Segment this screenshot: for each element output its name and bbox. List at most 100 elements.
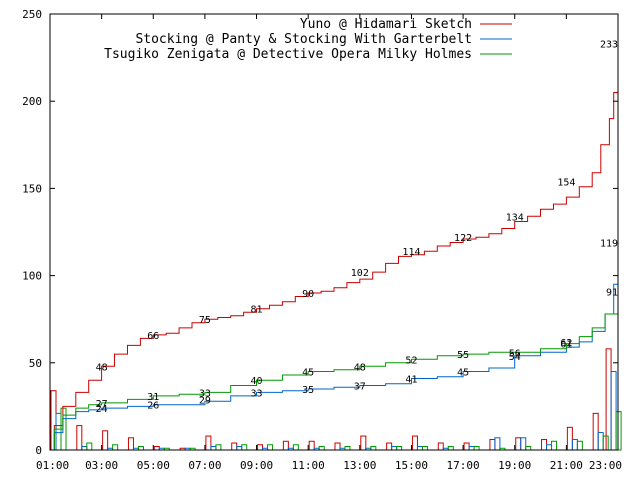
data-label: 102 xyxy=(351,268,369,279)
hourly-bar xyxy=(231,442,238,451)
hourly-bar xyxy=(210,446,217,451)
legend-entry-label: Tsugiko Zenigata @ Detective Opera Milky… xyxy=(104,47,472,62)
series-line xyxy=(50,43,619,451)
hourly-bar xyxy=(463,442,470,451)
hourly-bar xyxy=(468,446,475,451)
data-label: 90 xyxy=(302,289,314,300)
hourly-bar xyxy=(546,444,553,451)
x-tick-label: 07:00 xyxy=(188,459,221,472)
data-label: 52 xyxy=(405,355,417,366)
data-label: 119 xyxy=(600,238,618,249)
data-label: 154 xyxy=(557,177,575,188)
y-tick-label: 200 xyxy=(22,95,42,108)
hourly-bar xyxy=(308,440,315,451)
y-tick-label: 250 xyxy=(22,8,42,21)
x-tick-label: 21:00 xyxy=(550,459,583,472)
hourly-bar xyxy=(597,432,604,451)
hourly-bar xyxy=(610,371,617,451)
series-line xyxy=(50,242,619,451)
axes: 0 50 100 150 200 250 01:00 03:00 05:00 07:00 09:00… xyxy=(22,8,622,472)
x-tick-label: 15:00 xyxy=(395,459,428,472)
hourly-bar xyxy=(344,446,351,451)
hourly-bar xyxy=(127,437,134,451)
x-tick-label: 05:00 xyxy=(137,459,170,472)
data-label: 48 xyxy=(96,362,108,373)
hourly-bar xyxy=(416,446,423,451)
data-label: 26 xyxy=(147,401,159,412)
data-label: 66 xyxy=(147,331,159,342)
hourly-bar xyxy=(86,442,93,451)
hourly-bar xyxy=(615,411,622,451)
data-label: 33 xyxy=(251,388,263,399)
hourly-bar xyxy=(386,442,393,451)
hourly-bar xyxy=(267,444,274,451)
data-label: 134 xyxy=(506,212,524,223)
x-tick-label: 01:00 xyxy=(36,459,69,472)
data-label: 48 xyxy=(354,362,366,373)
hourly-bar xyxy=(76,425,83,451)
data-label: 233 xyxy=(600,40,618,51)
legend-entry-label: Stocking @ Panty & Stocking With Garterb… xyxy=(135,32,472,47)
data-label: 27 xyxy=(96,399,108,410)
data-label: 54 xyxy=(509,352,521,363)
hourly-bar xyxy=(50,390,57,451)
data-label: 41 xyxy=(405,374,417,385)
data-label: 45 xyxy=(457,368,469,379)
hourly-bar xyxy=(292,444,299,451)
x-tick-label: 03:00 xyxy=(85,459,118,472)
hourly-bar xyxy=(411,435,418,451)
x-tick-label: 17:00 xyxy=(447,459,480,472)
data-label: 75 xyxy=(199,315,211,326)
hourly-bar xyxy=(137,446,144,451)
hourly-bar xyxy=(205,435,212,451)
data-label: 122 xyxy=(454,233,472,244)
hourly-bar xyxy=(605,348,612,451)
hourly-bar xyxy=(489,439,496,451)
x-tick-label: 23:00 xyxy=(589,459,622,472)
hourly-bar xyxy=(282,440,289,451)
hourly-bar xyxy=(391,446,398,451)
data-label: 37 xyxy=(354,381,366,392)
data-label: 31 xyxy=(147,392,159,403)
data-label: 35 xyxy=(302,385,314,396)
hourly-bar xyxy=(494,437,501,451)
hourly-bar xyxy=(525,446,532,451)
hourly-bar xyxy=(571,439,578,451)
data-label: 56 xyxy=(509,348,521,359)
hourly-bar xyxy=(236,446,243,451)
data-label: 62 xyxy=(560,338,572,349)
hourly-bar xyxy=(541,439,548,451)
data-label: 29 xyxy=(199,395,211,406)
data-label: 114 xyxy=(402,247,420,258)
data-label: 40 xyxy=(251,376,263,387)
hourly-bar xyxy=(112,444,119,451)
cumulative-lines xyxy=(50,43,619,451)
x-tick-label: 09:00 xyxy=(240,459,273,472)
hourly-bar xyxy=(576,440,583,451)
x-tick-label: 19:00 xyxy=(498,459,531,472)
hourly-bar xyxy=(473,446,480,451)
data-label: 61 xyxy=(560,340,572,351)
hourly-bar xyxy=(551,440,558,451)
y-tick-label: 100 xyxy=(22,270,42,283)
hourly-bar xyxy=(55,412,62,451)
hourly-bar xyxy=(215,444,222,451)
hourly-bar xyxy=(241,444,248,451)
hourly-bar xyxy=(102,430,109,451)
hourly-bar xyxy=(370,446,377,451)
hourly-bar xyxy=(153,446,160,451)
hourly-bar xyxy=(437,442,444,451)
series-line xyxy=(50,291,619,451)
plot-frame xyxy=(49,13,619,451)
hourly-bar xyxy=(318,446,325,451)
hourly-bar xyxy=(515,437,522,451)
hourly-bar xyxy=(421,446,428,451)
data-label: 81 xyxy=(251,305,263,316)
data-label: 33 xyxy=(199,388,211,399)
hourly-bar xyxy=(520,437,527,451)
data-label: 24 xyxy=(96,404,108,415)
hourly-bar xyxy=(447,446,454,451)
x-tick-label: 11:00 xyxy=(292,459,325,472)
